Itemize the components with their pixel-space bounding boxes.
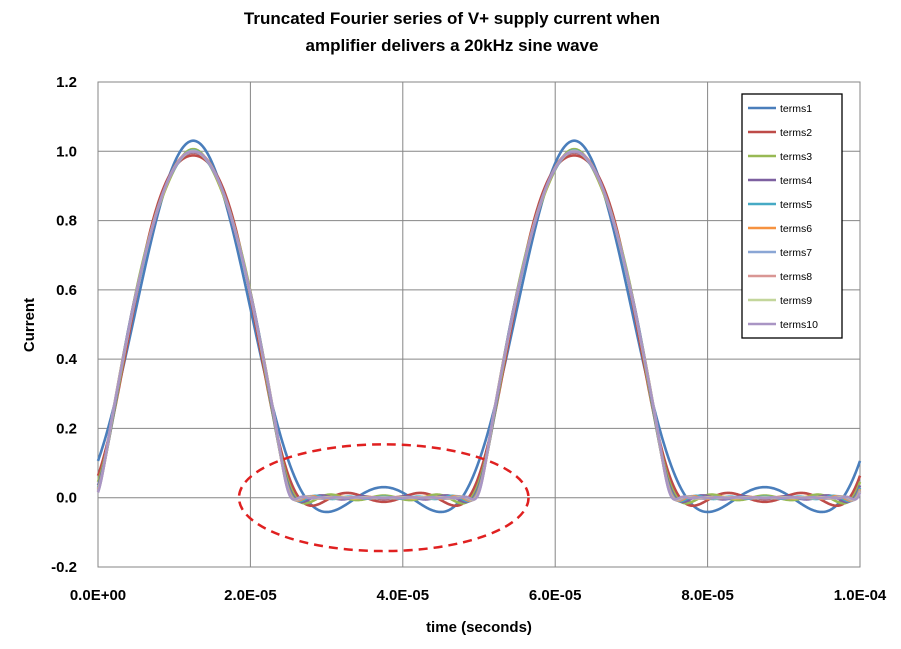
x-axis: 0.0E+00 2.0E-05 4.0E-05 6.0E-05 8.0E-05 1.0E-… — [70, 587, 887, 604]
x-axis-title: time (seconds) — [426, 619, 532, 636]
chart-title-line-2: amplifier delivers a 20kHz sine wave — [306, 36, 599, 55]
annotation — [237, 443, 530, 553]
legend-box — [741, 93, 843, 339]
legend-label-terms8: terms8 — [780, 271, 812, 283]
y-tick-label: 0.4 — [56, 351, 78, 368]
x-tick-label: 4.0E-05 — [377, 587, 430, 604]
legend-label-terms1: terms1 — [780, 103, 812, 115]
y-axis-title: Current — [21, 298, 38, 352]
legend: terms1 terms2 terms3 terms4 terms5 terms6 term… — [741, 93, 843, 339]
y-tick-label: 1.0 — [56, 143, 77, 160]
legend-label-terms3: terms3 — [780, 151, 812, 163]
y-tick-label: 0.0 — [56, 490, 77, 507]
annotation-dashed-ellipse — [237, 443, 530, 553]
x-tick-label: 1.0E-04 — [834, 587, 887, 604]
legend-label-terms2: terms2 — [780, 127, 812, 139]
y-tick-label: 0.6 — [56, 282, 77, 299]
x-tick-label: 0.0E+00 — [70, 587, 126, 604]
x-tick-label: 6.0E-05 — [529, 587, 582, 604]
series-lines — [96, 139, 862, 514]
x-tick-label: 2.0E-05 — [224, 587, 277, 604]
y-tick-label: -0.2 — [51, 559, 77, 576]
y-tick-label: 1.2 — [56, 74, 77, 91]
legend-label-terms6: terms6 — [780, 223, 812, 235]
plot-area-border — [97, 81, 861, 568]
legend-label-terms5: terms5 — [780, 199, 812, 211]
legend-label-terms4: terms4 — [780, 175, 812, 187]
y-axis: -0.2 0.0 0.2 0.4 0.6 0.8 1.0 1.2 — [51, 74, 78, 576]
legend-label-terms10: terms10 — [780, 319, 818, 331]
chart-title-line-1: Truncated Fourier series of V+ supply cu… — [244, 9, 660, 28]
series-line-terms10 — [96, 150, 862, 501]
y-tick-label: 0.2 — [56, 420, 77, 437]
legend-label-terms7: terms7 — [780, 247, 812, 259]
legend-label-terms9: terms9 — [780, 295, 812, 307]
x-tick-label: 8.0E-05 — [681, 587, 734, 604]
y-tick-label: 0.8 — [56, 213, 77, 230]
